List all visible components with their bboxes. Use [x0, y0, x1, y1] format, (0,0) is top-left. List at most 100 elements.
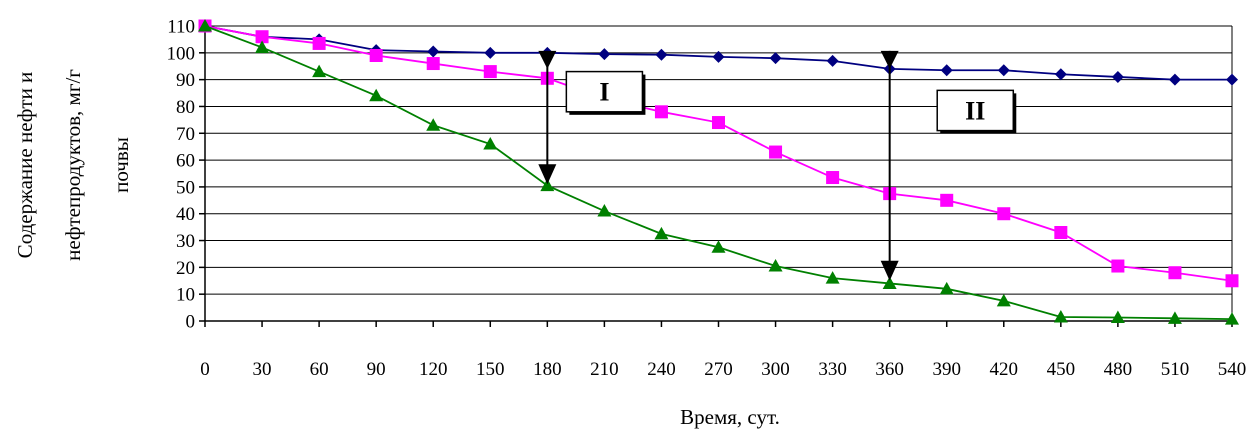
data-point-triangle	[198, 19, 212, 32]
x-tick-label: 30	[253, 359, 272, 380]
gridlines	[205, 25, 1233, 321]
arrow-head-icon	[880, 260, 899, 281]
y-tick-label: 110	[167, 17, 195, 38]
annotation-box	[565, 70, 644, 113]
x-tick-label: 270	[704, 359, 733, 380]
y-axis-ticks: 0 10 20 30 40 50 60 70 80 90 100 110	[167, 17, 205, 333]
data-point-triangle	[483, 137, 498, 150]
data-point-diamond	[712, 50, 725, 63]
data-point-triangle	[768, 259, 783, 272]
x-tick-label: 60	[310, 359, 329, 380]
x-axis-title: Время, сут.	[680, 405, 780, 429]
series-3	[198, 19, 1239, 325]
data-point-triangle	[1110, 310, 1125, 324]
y-tick-label: 50	[176, 177, 195, 198]
y-tick-label: 90	[176, 70, 195, 91]
data-point-triangle	[597, 204, 612, 217]
x-tick-label: 300	[761, 359, 790, 380]
data-point-triangle	[540, 178, 555, 192]
axes	[204, 26, 1232, 322]
arrow-head-top-icon	[538, 50, 557, 69]
data-point-diamond	[427, 45, 440, 58]
x-tick-label: 390	[932, 359, 961, 380]
arrow-head-top-icon	[880, 50, 899, 69]
data-point-square	[1225, 274, 1239, 288]
data-point-square	[1168, 266, 1182, 280]
data-point-square	[712, 116, 725, 130]
y-tick-label: 0	[186, 312, 196, 333]
data-point-diamond	[1168, 73, 1181, 86]
data-point-triangle	[369, 88, 384, 102]
data-point-square	[1111, 259, 1125, 273]
data-point-triangle	[996, 293, 1011, 307]
x-tick-label: 180	[533, 359, 562, 380]
data-point-triangle	[654, 226, 669, 240]
x-tick-label: 0	[200, 359, 210, 380]
y-tick-label: 40	[176, 204, 195, 225]
y-tick-label: 100	[167, 43, 196, 64]
data-point-triangle	[255, 40, 270, 53]
data-point-square	[997, 207, 1011, 221]
x-tick-label: 480	[1104, 359, 1133, 380]
data-point-diamond	[826, 54, 839, 67]
annotation-label: I	[599, 78, 609, 107]
x-tick-label: 210	[590, 359, 619, 380]
x-tick-label: 510	[1161, 359, 1190, 380]
annotations: III	[538, 50, 1017, 281]
annotation-2: II	[880, 50, 1017, 281]
x-tick-label: 90	[367, 359, 386, 380]
data-point-diamond	[1111, 70, 1124, 83]
data-point-diamond	[655, 48, 668, 61]
data-point-diamond	[598, 48, 611, 61]
data-point-square	[312, 36, 326, 50]
annotation-box	[936, 89, 1015, 132]
data-point-triangle	[1167, 311, 1182, 324]
x-tick-label: 450	[1047, 359, 1076, 380]
arrow-head-icon	[538, 164, 557, 185]
x-tick-label: 240	[647, 359, 676, 380]
data-point-diamond	[484, 46, 497, 59]
data-point-diamond	[769, 52, 782, 65]
annotation-label: II	[965, 96, 985, 125]
data-point-square	[769, 145, 783, 159]
y-tick-label: 10	[176, 285, 195, 306]
data-point-diamond	[997, 64, 1010, 77]
x-axis-ticks: 0 30 60 90 120 150 180 210 240 270 300 330 360 390 420…	[200, 321, 1246, 380]
data-point-square	[654, 105, 668, 119]
data-point-square	[426, 57, 440, 71]
data-point-square	[1054, 226, 1068, 239]
x-tick-label: 330	[818, 359, 847, 380]
data-point-square	[826, 171, 840, 185]
data-point-square	[369, 49, 383, 62]
y-tick-label: 20	[176, 258, 195, 279]
x-tick-label: 150	[476, 359, 505, 380]
y-axis-title-line-3: почвы	[109, 137, 133, 193]
data-point-diamond	[1226, 73, 1238, 86]
series	[198, 19, 1239, 325]
y-tick-label: 60	[176, 151, 195, 172]
data-point-triangle	[312, 64, 327, 78]
series-line	[204, 25, 1233, 321]
data-point-square	[940, 193, 954, 207]
data-point-square	[483, 65, 497, 79]
data-point-triangle	[882, 276, 897, 289]
x-tick-label: 540	[1218, 359, 1247, 380]
y-tick-label: 30	[176, 231, 195, 252]
x-tick-label: 360	[875, 359, 904, 380]
data-point-diamond	[1054, 68, 1067, 81]
data-point-triangle	[1225, 312, 1239, 325]
annotation-1: I	[538, 50, 646, 185]
data-point-triangle	[426, 118, 441, 131]
y-axis-title-line-2: нефтепродуктов, мг/г	[61, 69, 85, 261]
y-tick-label: 70	[176, 124, 195, 145]
data-point-triangle	[825, 271, 840, 284]
data-point-square	[255, 30, 269, 44]
data-point-diamond	[940, 64, 953, 77]
y-axis-title-line-1: Содержание нефти и	[13, 72, 37, 259]
y-tick-label: 80	[176, 97, 195, 118]
data-point-triangle	[711, 240, 726, 253]
x-tick-label: 120	[419, 359, 448, 380]
x-tick-label: 420	[990, 359, 1019, 380]
data-point-triangle	[1053, 309, 1068, 323]
